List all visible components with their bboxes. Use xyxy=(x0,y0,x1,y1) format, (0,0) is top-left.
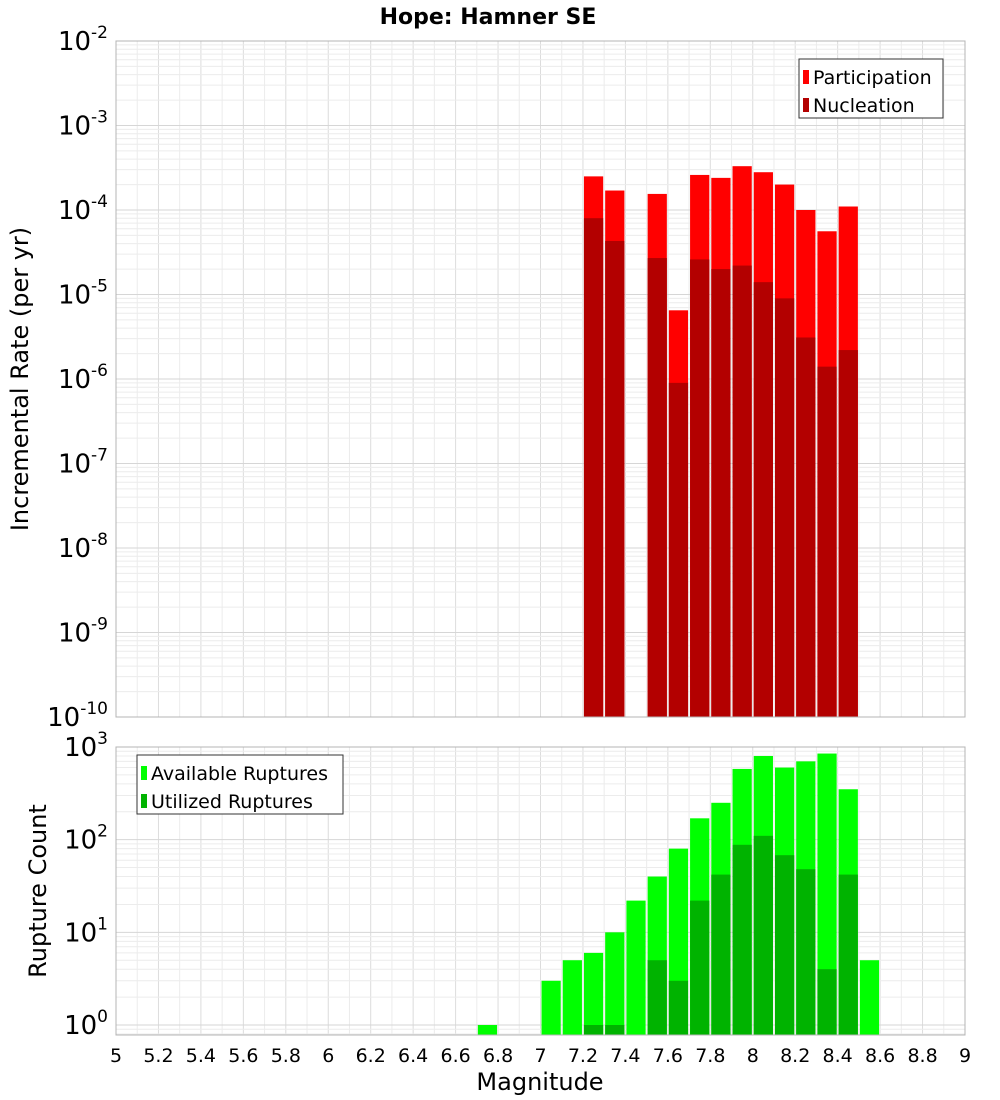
bar-available-ruptures xyxy=(817,753,837,1035)
y-tick-label: 10-5 xyxy=(58,277,108,311)
count-y-axis-label: Rupture Count xyxy=(24,804,52,978)
y-tick-label: 10-10 xyxy=(47,699,108,733)
bar-utilized-ruptures xyxy=(605,1025,625,1035)
y-tick-label: 102 xyxy=(64,822,108,856)
y-tick-label: 10-7 xyxy=(58,446,108,480)
bar-nucleation xyxy=(732,265,752,717)
rate-panel: 10-10 10-9 10-8 10-7 10-6 10-5 10-4 10-3 10-2 In… xyxy=(6,23,966,733)
x-tick-label: 8 xyxy=(747,1045,759,1067)
legend-box xyxy=(136,754,344,815)
x-tick-label: 6.2 xyxy=(356,1045,386,1067)
x-tick-label: 9 xyxy=(959,1045,971,1067)
x-tick-label: 7.8 xyxy=(695,1045,725,1067)
x-tick-label: 8.4 xyxy=(823,1045,853,1067)
legend-swatch xyxy=(141,766,147,780)
x-tick-label: 8.6 xyxy=(865,1045,895,1067)
bar-nucleation xyxy=(817,366,837,717)
x-tick-label: 7.6 xyxy=(653,1045,683,1067)
x-tick-label: 8.8 xyxy=(907,1045,937,1067)
x-tick-label: 5.6 xyxy=(228,1045,258,1067)
y-tick-label: 100 xyxy=(64,1007,108,1041)
y-tick-label: 10-8 xyxy=(58,530,108,564)
count-y-ticks: 100 101 102 103 xyxy=(64,729,108,1041)
x-tick-label: 6.8 xyxy=(483,1045,513,1067)
y-tick-label: 101 xyxy=(64,914,108,948)
x-tick-label: 5.8 xyxy=(271,1045,301,1067)
rate-plot-frame xyxy=(115,40,966,718)
bar-available-ruptures xyxy=(626,900,646,1035)
count-plot-frame xyxy=(115,746,966,1036)
legend-swatch xyxy=(141,794,147,808)
bar-utilized-ruptures xyxy=(838,874,858,1035)
bar-nucleation xyxy=(774,298,795,717)
bar-utilized-ruptures xyxy=(796,869,816,1035)
x-tick-label: 5.2 xyxy=(143,1045,173,1067)
x-tick-label: 5 xyxy=(110,1045,122,1067)
bar-nucleation xyxy=(753,282,773,717)
bar-utilized-ruptures xyxy=(583,1025,604,1035)
x-axis-label: Magnitude xyxy=(476,1068,603,1096)
legend-box xyxy=(798,58,944,119)
count-panel: 100 101 102 103 5 5.2 5.4 5.6 5.8 6 6.2 6.4 6.6 6.8 7… xyxy=(24,729,971,1096)
y-tick-label: 10-6 xyxy=(58,361,108,395)
x-tick-label: 7.2 xyxy=(568,1045,598,1067)
bar-available-ruptures xyxy=(605,932,625,1035)
bar-nucleation xyxy=(583,218,604,717)
bar-available-ruptures xyxy=(859,960,880,1035)
x-tick-label: 6.4 xyxy=(398,1045,428,1067)
bar-nucleation xyxy=(690,259,710,717)
y-tick-label: 10-2 xyxy=(58,23,108,57)
bar-nucleation xyxy=(605,240,625,717)
rate-gridlines xyxy=(115,41,966,718)
bar-nucleation xyxy=(668,382,689,717)
bar-nucleation xyxy=(838,350,858,717)
bar-utilized-ruptures xyxy=(668,980,689,1035)
y-tick-label: 10-9 xyxy=(58,615,108,649)
x-tick-label: 7.4 xyxy=(610,1045,640,1067)
y-tick-label: 103 xyxy=(64,729,108,763)
legend-swatch xyxy=(803,70,809,84)
legend-label: Utilized Ruptures xyxy=(151,791,313,813)
legend-label: Nucleation xyxy=(813,95,915,117)
legend-label: Participation xyxy=(813,67,932,89)
x-tick-label: 5.4 xyxy=(186,1045,216,1067)
bar-utilized-ruptures xyxy=(753,835,773,1035)
rate-y-axis-label: Incremental Rate (per yr) xyxy=(6,227,34,531)
rate-y-ticks: 10-10 10-9 10-8 10-7 10-6 10-5 10-4 10-3 10-2 xyxy=(47,23,108,733)
x-tick-label: 6 xyxy=(322,1045,334,1067)
rate-legend: Participation Nucleation xyxy=(798,58,944,119)
bar-utilized-ruptures xyxy=(817,969,837,1035)
bar-available-ruptures xyxy=(541,980,561,1035)
y-tick-label: 10-4 xyxy=(58,192,108,226)
legend-label: Available Ruptures xyxy=(151,763,328,785)
bar-utilized-ruptures xyxy=(690,900,710,1035)
x-tick-label: 6.6 xyxy=(440,1045,470,1067)
bar-utilized-ruptures xyxy=(774,855,795,1035)
count-bars xyxy=(477,753,880,1035)
count-legend: Available Ruptures Utilized Ruptures xyxy=(136,754,344,815)
bar-nucleation xyxy=(796,337,816,717)
legend-swatch xyxy=(803,98,809,112)
x-tick-label: 7 xyxy=(534,1045,546,1067)
rate-bars xyxy=(583,166,858,718)
x-tick-label: 8.2 xyxy=(780,1045,810,1067)
bar-utilized-ruptures xyxy=(711,874,731,1035)
bar-nucleation xyxy=(647,258,667,717)
bar-available-ruptures xyxy=(562,960,582,1035)
bar-available-ruptures xyxy=(583,952,604,1035)
bar-available-ruptures xyxy=(477,1025,498,1035)
bar-utilized-ruptures xyxy=(647,960,667,1035)
y-tick-label: 10-3 xyxy=(58,108,108,142)
chart-title: Hope: Hamner SE xyxy=(380,5,597,30)
bar-utilized-ruptures xyxy=(732,844,752,1035)
bar-nucleation xyxy=(711,269,731,717)
magnitude-x-ticks: 5 5.2 5.4 5.6 5.8 6 6.2 6.4 6.6 6.8 7 7.2 7.4 7.6 7.8 8… xyxy=(110,1045,971,1067)
